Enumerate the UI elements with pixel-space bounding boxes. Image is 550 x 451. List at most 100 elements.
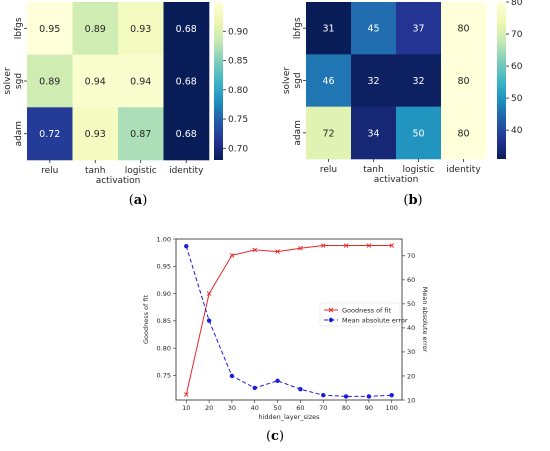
x-tick-label-tanh: tanh <box>363 165 383 175</box>
heatmap-cell-1-3 <box>441 54 487 107</box>
colorbar-tick-label: 50 <box>511 94 523 104</box>
heatmap-cell-1-2 <box>118 54 164 108</box>
x-tick-label: 100 <box>386 404 398 412</box>
y-tick-label-lbfgs: lbfgs <box>293 17 303 39</box>
heatmap-cell-2-1 <box>351 106 397 160</box>
series-point-0-9 <box>389 243 395 248</box>
series-point-0-8 <box>366 243 372 248</box>
right-y-axis-label: Mean absolute error <box>421 287 429 353</box>
y-tick-label-sgd: sgd <box>14 73 24 89</box>
colorbar-tick-label: 60 <box>511 62 523 72</box>
colorbar-tick-label: 80 <box>511 0 523 8</box>
series-point-0-6 <box>320 243 326 248</box>
series-point-1-4 <box>275 378 280 383</box>
cell-label-0-1: 0.89 <box>85 24 106 35</box>
heatmap-panel-a: 0.95 0.89 0.93 0.68 0.89 0.94 0.94 0.68 0.72 0.93… <box>3 2 248 186</box>
cell-label-2-0: 72 <box>322 128 334 139</box>
cell-label-2-3: 80 <box>457 128 469 139</box>
x-tick-label-identity: identity <box>446 165 481 175</box>
cell-label-2-2: 0.87 <box>130 129 151 140</box>
right-y-tick-label: 40 <box>407 324 415 332</box>
left-y-axis-label: Goodness of fit <box>142 295 150 344</box>
heatmap-cell-0-0 <box>27 2 73 55</box>
colorbar-tick-label: 0.70 <box>228 144 248 154</box>
colorbar <box>214 2 223 160</box>
colorbar <box>497 2 506 159</box>
left-y-tick-label: 1.00 <box>157 235 171 243</box>
cell-label-0-0: 31 <box>322 24 334 35</box>
caption-a: (a) <box>129 193 148 208</box>
y-axis-label: solver <box>282 67 292 95</box>
colorbar-tick-label: 0.90 <box>228 27 248 37</box>
cell-label-1-0: 46 <box>322 76 334 87</box>
colorbar-tick-label: 0.80 <box>228 86 248 96</box>
colorbar-tick-label: 0.85 <box>228 57 248 67</box>
series-point-1-2 <box>229 373 235 379</box>
heatmap-cell-0-2 <box>118 2 164 55</box>
heatmap-cell-0-3 <box>163 2 210 55</box>
cell-label-1-3: 0.68 <box>176 77 197 88</box>
heatmap-cell-0-3 <box>441 2 487 55</box>
series-point-0-3 <box>252 247 258 253</box>
heatmap-cell-0-0 <box>306 2 352 55</box>
cell-label-2-1: 0.93 <box>85 129 106 140</box>
caption-b: (b) <box>403 193 422 208</box>
heatmap-cell-1-0 <box>27 54 73 108</box>
heatmap-cell-2-0 <box>27 107 73 161</box>
cell-label-2-3: 0.68 <box>176 129 197 140</box>
heatmap-cell-1-0 <box>306 54 352 107</box>
x-tick-label-logistic: logistic <box>403 165 435 175</box>
left-y-tick-label: 0.75 <box>157 372 171 380</box>
x-tick-label-identity: identity <box>169 166 204 176</box>
heatmap-cell-2-3 <box>441 106 487 160</box>
heatmap-panel-b: 31 45 37 80 46 32 32 80 72 34 50 80 relu tanh logistic… <box>282 0 523 185</box>
series-line-0 <box>185 245 392 395</box>
heatmap-cell-0-2 <box>396 2 442 55</box>
cell-label-1-1: 0.94 <box>85 77 106 88</box>
series-line-1 <box>185 246 392 397</box>
y-tick-label-lbfgs: lbfgs <box>14 17 24 39</box>
heatmap-cell-1-3 <box>163 54 210 108</box>
right-y-tick-label: 20 <box>407 372 415 380</box>
cell-label-2-1: 34 <box>367 128 379 139</box>
legend-marker-0 <box>328 307 334 313</box>
cell-label-1-0: 0.89 <box>39 77 60 88</box>
series-point-0-4 <box>275 249 280 254</box>
x-tick-label-relu: relu <box>320 165 337 175</box>
x-tick-label: 50 <box>273 404 281 412</box>
heatmap-cell-2-1 <box>72 107 119 161</box>
cell-label-1-1: 32 <box>367 76 379 87</box>
cell-label-0-3: 0.68 <box>176 24 197 35</box>
heatmap-cell-1-2 <box>396 54 442 107</box>
x-tick-label-relu: relu <box>41 166 58 176</box>
cell-label-0-1: 45 <box>367 24 379 35</box>
left-y-tick-label: 0.80 <box>157 344 171 352</box>
x-tick-label: 60 <box>296 404 304 412</box>
right-y-tick-label: 10 <box>407 396 415 404</box>
cell-label-0-0: 0.95 <box>39 24 60 35</box>
heatmap-cell-2-3 <box>163 107 210 161</box>
series-point-0-7 <box>343 243 349 248</box>
y-axis-label: solver <box>3 67 13 95</box>
heatmap-cell-1-1 <box>351 54 397 107</box>
cell-label-2-0: 0.72 <box>39 129 60 140</box>
y-tick-label-sgd: sgd <box>293 72 303 88</box>
series-point-1-8 <box>366 394 372 399</box>
cell-label-0-2: 37 <box>412 24 424 35</box>
heatmap-cell-1-1 <box>72 54 119 108</box>
right-y-tick-label: 30 <box>407 348 415 356</box>
y-tick-label-adam: adam <box>293 120 303 146</box>
legend-box <box>319 302 401 327</box>
left-y-tick-label: 0.95 <box>157 263 171 271</box>
x-tick-label-logistic: logistic <box>125 166 157 176</box>
cell-label-0-3: 80 <box>457 24 469 35</box>
cell-label-2-2: 50 <box>412 128 424 139</box>
line-panel-c: 10 20 30 40 50 60 70 80 90 100 hidden_layer_sizes 0… <box>142 235 429 421</box>
x-tick-label: 80 <box>342 404 350 412</box>
right-y-tick-label: 50 <box>407 300 415 308</box>
x-tick-label: 70 <box>319 404 327 412</box>
right-y-tick-label: 60 <box>407 276 415 284</box>
cell-label-1-2: 0.94 <box>130 77 151 88</box>
heatmap-cell-2-0 <box>306 106 352 160</box>
colorbar-tick-label: 40 <box>511 126 523 136</box>
